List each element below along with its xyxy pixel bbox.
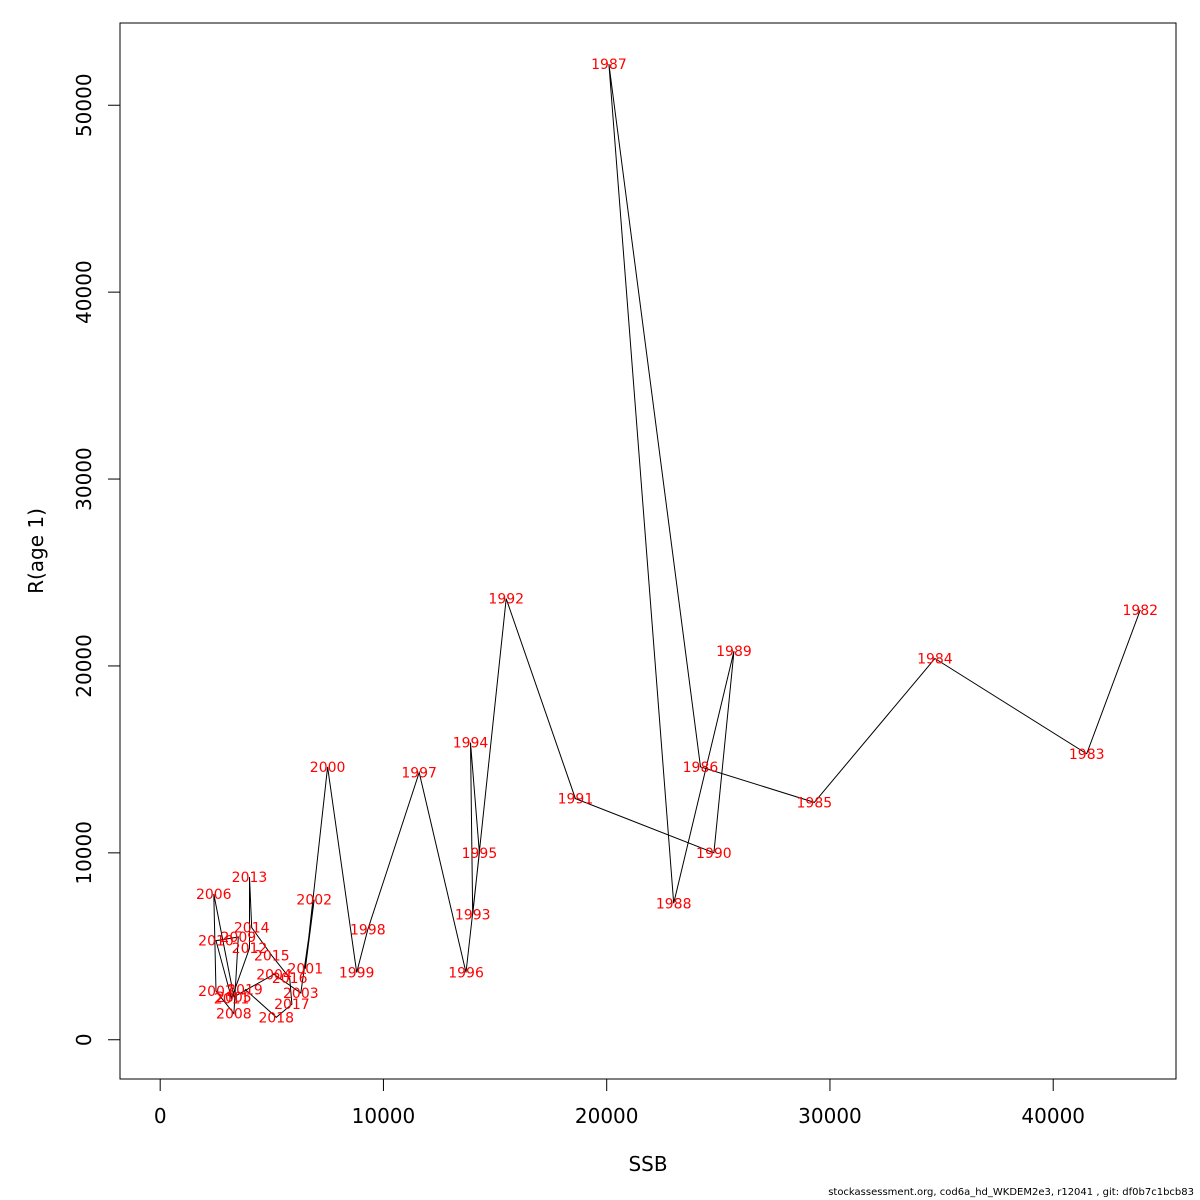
x-axis-title: SSB <box>628 1152 667 1176</box>
y-tick-label: 40000 <box>72 260 96 324</box>
year-label: 1989 <box>716 644 752 660</box>
year-label: 2002 <box>296 893 332 909</box>
year-label: 2016 <box>272 971 308 987</box>
year-label: 1990 <box>696 846 732 862</box>
x-axis: 0 10000 20000 30000 40000 <box>154 1078 1085 1128</box>
year-label: 1993 <box>455 908 491 924</box>
year-label: 2015 <box>254 949 290 965</box>
year-label: 2019 <box>227 982 263 998</box>
year-label: 2004 <box>256 967 292 983</box>
year-label: 2008 <box>216 1007 252 1023</box>
year-label: 1988 <box>656 896 692 912</box>
y-tick-label: 20000 <box>72 634 96 698</box>
year-label: 2010 <box>198 934 234 950</box>
y-axis: 0 10000 20000 30000 40000 50000 <box>72 73 121 1046</box>
year-label: 1986 <box>683 760 719 776</box>
x-tick-label: 40000 <box>1021 1104 1085 1128</box>
year-label: 1984 <box>917 651 953 667</box>
year-label: 1998 <box>350 922 386 938</box>
recruitment-series-line <box>213 64 1141 1018</box>
year-labels: 1982 1983 1984 1985 1986 1987 1988 1989 1990 1991… <box>196 57 1158 1026</box>
year-label: 2013 <box>232 870 268 886</box>
y-tick-label: 10000 <box>72 821 96 885</box>
year-label: 2006 <box>196 887 232 903</box>
y-tick-label: 30000 <box>72 447 96 511</box>
year-label: 2011 <box>214 992 250 1008</box>
year-label: 2012 <box>232 941 268 957</box>
year-label: 1991 <box>558 792 594 808</box>
year-label: 1994 <box>453 736 489 752</box>
year-label: 1996 <box>448 965 484 981</box>
footer-caption: stockassessment.org, cod6a_hd_WKDEM2e3, … <box>828 1187 1194 1198</box>
year-label: 2009 <box>221 930 257 946</box>
year-label: 1982 <box>1122 603 1158 619</box>
year-label: 1983 <box>1069 747 1105 763</box>
year-label: 2003 <box>283 986 319 1002</box>
year-label: 1999 <box>339 965 375 981</box>
year-label: 1995 <box>462 846 498 862</box>
y-tick-label: 50000 <box>72 73 96 137</box>
year-label: 2018 <box>258 1010 294 1026</box>
year-label: 1997 <box>401 765 437 781</box>
year-label: 2001 <box>287 962 323 978</box>
year-label: 1992 <box>488 592 524 608</box>
year-label: 1987 <box>591 57 627 73</box>
year-label: 2007 <box>198 984 234 1000</box>
year-label: 2017 <box>274 997 310 1013</box>
x-tick-label: 10000 <box>352 1104 416 1128</box>
year-label: 2000 <box>310 760 346 776</box>
year-label: 2014 <box>234 921 270 937</box>
plot-frame <box>119 22 1177 1080</box>
x-tick-label: 20000 <box>575 1104 639 1128</box>
x-tick-label: 0 <box>154 1104 167 1128</box>
y-tick-label: 0 <box>72 1033 96 1046</box>
year-label: 2005 <box>216 990 252 1006</box>
y-axis-title: R(age 1) <box>24 508 48 594</box>
x-tick-label: 30000 <box>798 1104 862 1128</box>
year-label: 1985 <box>797 795 833 811</box>
